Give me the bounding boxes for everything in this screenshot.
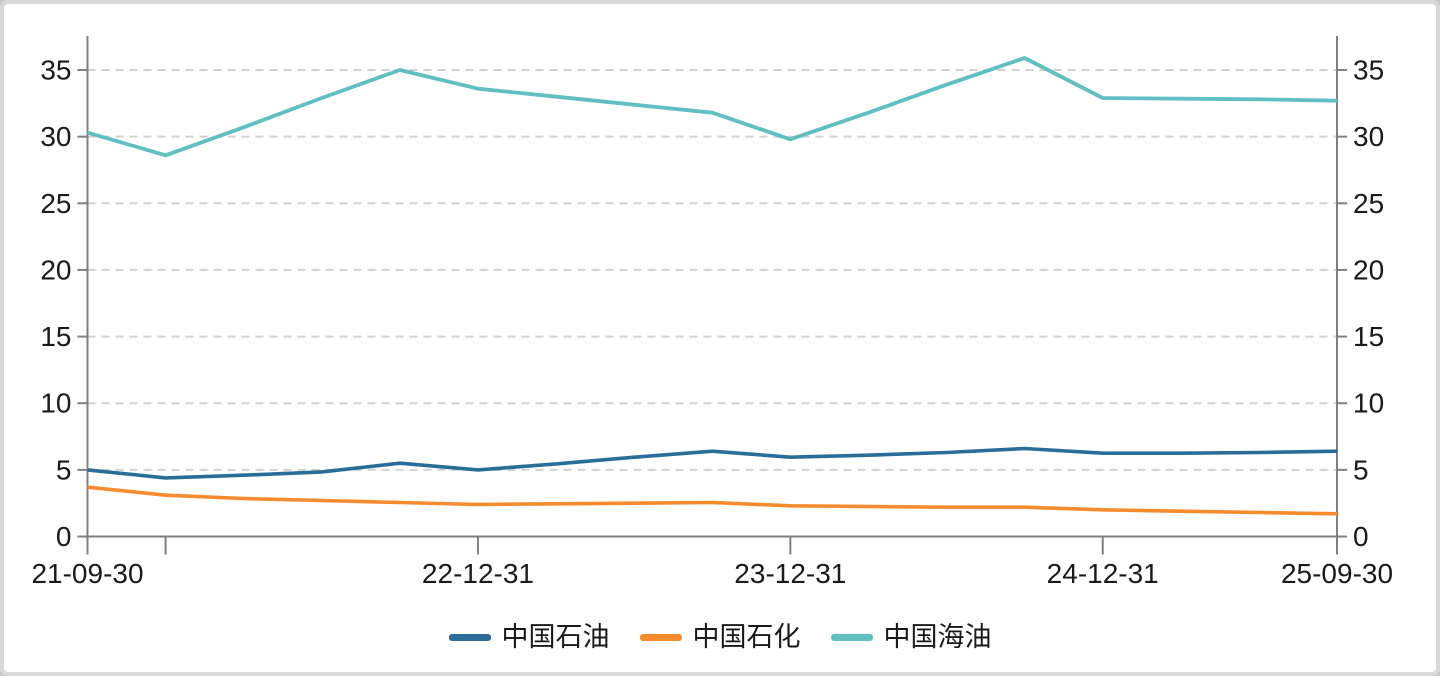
- series-line-2: [86, 56, 1338, 158]
- legend-swatch-sinopec-icon: [639, 633, 682, 641]
- y-axis-label-right: 25: [1353, 188, 1384, 219]
- legend-swatch-petrochina-icon: [448, 633, 491, 641]
- y-axis-label-right: 5: [1353, 454, 1369, 485]
- legend-item-sinopec[interactable]: 中国石化: [639, 621, 801, 652]
- series-line-1: [87, 485, 1338, 516]
- y-axis-label-left: 10: [40, 388, 71, 419]
- series-line-0: [87, 446, 1338, 480]
- y-axis-label-left: 25: [40, 188, 71, 219]
- y-axis-label-right: 35: [1353, 55, 1384, 86]
- x-axis-label: 21-09-30: [31, 558, 143, 589]
- x-axis-label: 23-12-31: [734, 558, 846, 589]
- y-axis-label-left: 0: [56, 521, 72, 552]
- line-chart-plot: 0 0 5 5 10 10 15 15 20 20 25 25 30 30 35 35 21-09-30 22-1…: [31, 36, 1393, 589]
- y-axis-label-left: 5: [56, 454, 72, 485]
- x-axis-label: 25-09-30: [1281, 558, 1393, 589]
- y-axis-label-right: 30: [1353, 121, 1384, 152]
- legend-item-petrochina[interactable]: 中国石油: [448, 621, 610, 652]
- legend-label-cnooc: 中国海油: [883, 621, 992, 652]
- y-axis-label-left: 35: [40, 55, 71, 86]
- y-axis-label-right: 0: [1353, 521, 1369, 552]
- x-axis-label: 24-12-31: [1047, 558, 1159, 589]
- y-axis-label-left: 20: [40, 254, 71, 285]
- y-axis-label-right: 10: [1353, 388, 1384, 419]
- legend-label-petrochina: 中国石油: [501, 621, 610, 652]
- y-axis-label-left: 15: [40, 321, 71, 352]
- y-axis-label-right: 20: [1353, 254, 1384, 285]
- legend-label-sinopec: 中国石化: [692, 621, 801, 652]
- legend-item-cnooc[interactable]: 中国海油: [830, 621, 992, 652]
- legend-swatch-cnooc-icon: [830, 633, 873, 641]
- x-axis-label: 22-12-31: [422, 558, 534, 589]
- y-axis-label-right: 15: [1353, 321, 1384, 352]
- chart-legend: 中国石油 中国石化 中国海油: [4, 616, 1436, 658]
- y-axis-label-left: 30: [40, 121, 71, 152]
